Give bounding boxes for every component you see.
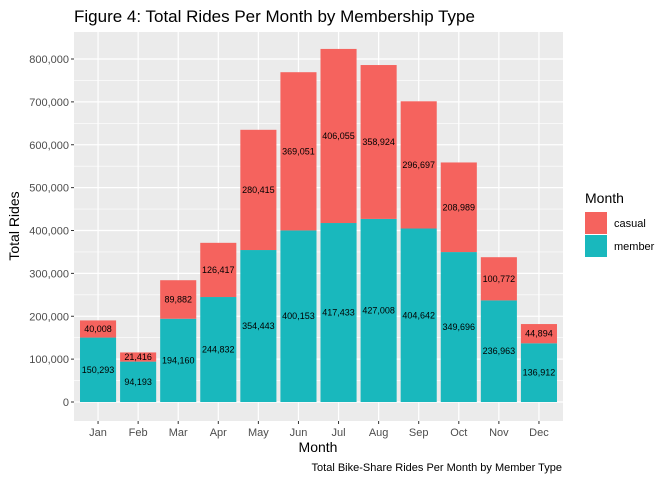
bars: 150,293 40,008 94,193 21,416 194,160 89,882 24… xyxy=(80,48,557,402)
bar-member-feb xyxy=(120,361,157,402)
x-tick-label: Oct xyxy=(450,427,467,439)
data-label-member-aug: 427,008 xyxy=(362,305,395,315)
bar-casual-sep xyxy=(400,101,437,229)
bar-casual-jan xyxy=(80,320,117,338)
data-label-casual-mar: 89,882 xyxy=(164,294,192,304)
data-label-member-nov: 236,963 xyxy=(483,346,516,356)
data-label-member-jun: 400,153 xyxy=(282,311,315,321)
bar-member-mar xyxy=(160,318,197,402)
data-label-casual-apr: 126,417 xyxy=(202,265,235,275)
bar-casual-jun xyxy=(280,72,317,231)
y-axis-title: Total Rides xyxy=(6,191,22,260)
bar-member-nov xyxy=(480,300,517,402)
data-label-casual-feb: 21,416 xyxy=(124,352,152,362)
chart-title: Figure 4: Total Rides Per Month by Membe… xyxy=(74,7,475,26)
y-tick-label: 200,000 xyxy=(29,311,69,323)
data-label-casual-aug: 358,924 xyxy=(362,137,395,147)
data-label-member-apr: 244,832 xyxy=(202,345,235,355)
x-tick-label: Jan xyxy=(89,427,107,439)
legend: Month casual member xyxy=(585,190,655,257)
bar-casual-mar xyxy=(160,280,197,319)
y-tick-label: 300,000 xyxy=(29,268,69,280)
x-tick-label: Dec xyxy=(529,427,549,439)
legend-label-casual: casual xyxy=(614,218,646,230)
data-label-member-sep: 404,642 xyxy=(402,310,435,320)
x-tick-label: Jun xyxy=(290,427,308,439)
data-label-casual-jun: 369,051 xyxy=(282,146,315,156)
y-tick-label: 100,000 xyxy=(29,354,69,366)
y-tick-label: 500,000 xyxy=(29,183,69,195)
legend-key-member xyxy=(585,235,607,257)
bar-member-jun xyxy=(280,230,317,402)
bar-casual-oct xyxy=(440,162,477,253)
y-tick-label: 600,000 xyxy=(29,140,69,152)
data-label-member-jan: 150,293 xyxy=(82,365,115,375)
y-tick-label: 700,000 xyxy=(29,97,69,109)
bar-casual-dec xyxy=(520,324,557,344)
bar-casual-feb xyxy=(120,352,157,362)
x-tick-label: Mar xyxy=(169,427,188,439)
x-tick-label: Sep xyxy=(409,427,429,439)
data-label-member-mar: 194,160 xyxy=(162,355,195,365)
bar-casual-nov xyxy=(480,257,517,301)
chart-caption: Total Bike-Share Rides Per Month by Memb… xyxy=(312,462,562,474)
bar-member-apr xyxy=(200,297,237,402)
bar-casual-jul xyxy=(320,48,357,224)
y-tick-label: 0 xyxy=(63,397,69,409)
bar-casual-aug xyxy=(360,65,397,219)
data-label-casual-sep: 296,697 xyxy=(402,160,435,170)
x-tick-label: Aug xyxy=(369,427,389,439)
bar-member-jul xyxy=(320,223,357,402)
y-tick-label: 400,000 xyxy=(29,226,69,238)
data-label-casual-jul: 406,055 xyxy=(322,131,355,141)
data-label-casual-oct: 208,989 xyxy=(443,202,476,212)
x-tick-label: Feb xyxy=(129,427,148,439)
x-tick-label: Apr xyxy=(210,427,227,439)
bar-member-oct xyxy=(440,252,477,402)
data-label-casual-may: 280,415 xyxy=(242,185,275,195)
legend-title: Month xyxy=(585,190,624,206)
data-label-member-feb: 94,193 xyxy=(124,377,152,387)
y-axis-ticks: 0 100,000 200,000 300,000 400,000 500,000 600,… xyxy=(29,54,74,409)
y-tick-label: 800,000 xyxy=(29,54,69,66)
bar-member-aug xyxy=(360,218,397,402)
bar-casual-may xyxy=(240,129,277,251)
x-tick-label: Nov xyxy=(489,427,509,439)
x-axis-ticks: Jan Feb Mar Apr May Jun Jul Aug Sep Oct Nov Dec xyxy=(89,421,549,439)
data-label-member-oct: 349,696 xyxy=(443,322,476,332)
bar-member-jan xyxy=(80,337,117,402)
data-label-member-dec: 136,912 xyxy=(523,368,556,378)
data-label-casual-dec: 44,894 xyxy=(525,329,553,339)
bar-casual-apr xyxy=(200,242,237,298)
legend-key-casual xyxy=(585,212,607,234)
x-tick-label: Jul xyxy=(332,427,346,439)
bar-member-sep xyxy=(400,228,437,402)
data-label-member-jul: 417,433 xyxy=(322,308,355,318)
data-label-casual-nov: 100,772 xyxy=(483,274,516,284)
bar-member-dec xyxy=(520,343,557,402)
data-label-casual-jan: 40,008 xyxy=(84,324,112,334)
data-label-member-may: 354,443 xyxy=(242,321,275,331)
x-tick-label: May xyxy=(248,427,269,439)
x-axis-title: Month xyxy=(299,439,338,455)
bar-member-may xyxy=(240,250,277,402)
legend-label-member: member xyxy=(614,241,655,253)
